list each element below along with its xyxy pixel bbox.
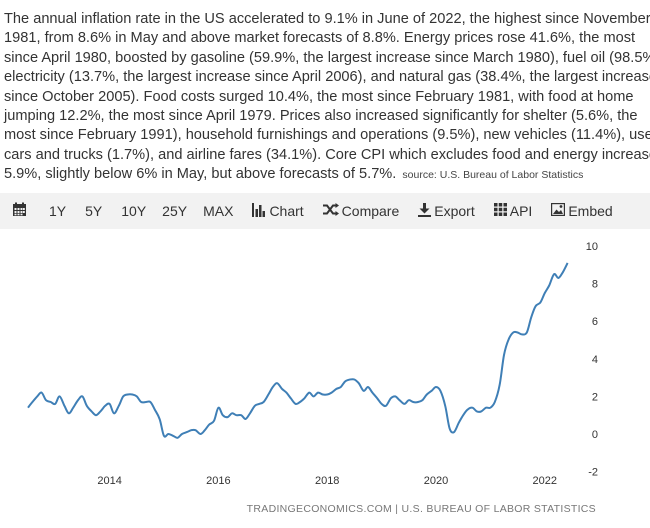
chart-toolbar: 1Y 5Y 10Y 25Y MAX Chart Compare — [0, 193, 650, 229]
chart-label: Chart — [269, 203, 304, 219]
summary-line-last: 5.9%, slightly below 6% in May, but abov… — [4, 165, 650, 185]
summary-line: since April 1980, boosted by gasoline (5… — [4, 49, 650, 66]
summary-line: electricity (13.7%, the largest increase… — [4, 69, 650, 86]
x-tick-label: 2022 — [533, 475, 557, 487]
api-button[interactable]: API — [493, 193, 533, 229]
inflation-chart: -2 0 2 4 6 8 10 2014 2016 2018 2020 2022 TRADINGEC… — [0, 232, 650, 523]
summary-line: most since February 1991), household fur… — [4, 127, 650, 144]
chart-type-button[interactable]: Chart — [252, 193, 304, 229]
y-tick-label: 4 — [592, 354, 598, 366]
y-tick-label: 0 — [592, 429, 598, 441]
summary-line-text: 5.9%, slightly below 6% in May, but abov… — [4, 166, 397, 183]
inflation-summary: The annual inflation rate in the US acce… — [4, 10, 650, 186]
source-label: source: U.S. Bureau of Labor Statistics — [402, 169, 584, 182]
bar-chart-icon — [252, 202, 266, 220]
calendar-button[interactable] — [12, 193, 30, 229]
download-icon — [418, 202, 432, 220]
y-axis-ticks: -2 0 2 4 6 8 10 — [586, 241, 598, 479]
export-label: Export — [434, 203, 475, 219]
x-tick-label: 2016 — [206, 475, 230, 487]
range-1y-button[interactable]: 1Y — [49, 203, 67, 219]
api-label: API — [509, 203, 533, 219]
range-25y-button[interactable]: 25Y — [162, 203, 188, 219]
y-tick-label: -2 — [588, 467, 598, 479]
image-icon — [551, 202, 566, 219]
y-tick-label: 6 — [592, 316, 598, 328]
compare-label: Compare — [341, 203, 400, 219]
x-tick-label: 2020 — [424, 475, 448, 487]
inflation-series-line — [27, 262, 569, 439]
chart-svg: -2 0 2 4 6 8 10 2014 2016 2018 2020 2022 TRADINGEC… — [27, 241, 598, 515]
range-10y-button[interactable]: 10Y — [121, 203, 147, 219]
export-button[interactable]: Export — [418, 193, 475, 229]
range-5y-button[interactable]: 5Y — [85, 203, 103, 219]
y-tick-label: 10 — [586, 241, 598, 253]
x-axis-ticks: 2014 2016 2018 2020 2022 — [97, 475, 557, 487]
embed-label: Embed — [568, 203, 613, 219]
summary-line: The annual inflation rate in the US acce… — [4, 11, 650, 27]
summary-line: 1981, from 8.6% in May and above market … — [4, 30, 636, 47]
attribution-text: TRADINGECONOMICS.COM | U.S. BUREAU OF LA… — [247, 503, 596, 515]
embed-button[interactable]: Embed — [551, 193, 613, 229]
calendar-icon — [12, 202, 27, 220]
x-tick-label: 2018 — [315, 475, 339, 487]
grid-icon — [493, 203, 507, 219]
x-tick-label: 2014 — [97, 475, 121, 487]
range-max-button[interactable]: MAX — [203, 203, 234, 219]
y-tick-label: 8 — [592, 279, 598, 291]
summary-line: since October 2005). Food costs surged 1… — [4, 88, 634, 105]
summary-line: cars and trucks (1.7%), and airline fare… — [4, 146, 650, 163]
shuffle-icon — [322, 203, 339, 219]
summary-line: jumping 12.2%, the most since April 1979… — [4, 108, 638, 125]
y-tick-label: 2 — [592, 391, 598, 403]
compare-button[interactable]: Compare — [322, 193, 400, 229]
